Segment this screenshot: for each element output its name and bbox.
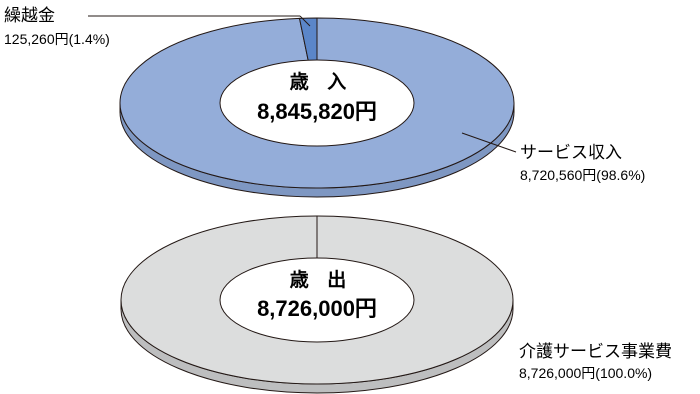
revenue-donut: 歳 入 8,845,820円	[119, 17, 515, 198]
expense-donut: 歳 出 8,726,000円	[120, 215, 514, 394]
slice-label-carryover-value: 125,260円(1.4%)	[4, 31, 110, 47]
expense-center-total: 8,726,000円	[257, 296, 377, 321]
slice-label-service-income-value: 8,720,560円(98.6%)	[520, 167, 645, 183]
leader-line-service-income	[461, 132, 517, 153]
leader-line-carryover-drop	[299, 15, 311, 27]
expense-center-title: 歳 出	[290, 268, 353, 291]
expense-label-care-service: 介護サービス事業費 8,726,000円(100.0%)	[519, 342, 672, 381]
revenue-label-carryover: 繰越金 125,260円(1.4%)	[4, 6, 311, 47]
slice-label-carryover-name: 繰越金	[4, 6, 55, 26]
slice-label-care-service-name: 介護サービス事業費	[519, 342, 672, 362]
revenue-center-hole	[219, 59, 415, 147]
revenue-center-total: 8,845,820円	[257, 99, 377, 124]
revenue-label-service-income: サービス収入 8,720,560円(98.6%)	[461, 132, 645, 183]
revenue-center-title: 歳 入	[290, 71, 353, 93]
slice-label-service-income-name: サービス収入	[520, 143, 622, 163]
slice-label-care-service-value: 8,726,000円(100.0%)	[519, 365, 652, 381]
expense-center-hole	[219, 257, 415, 343]
